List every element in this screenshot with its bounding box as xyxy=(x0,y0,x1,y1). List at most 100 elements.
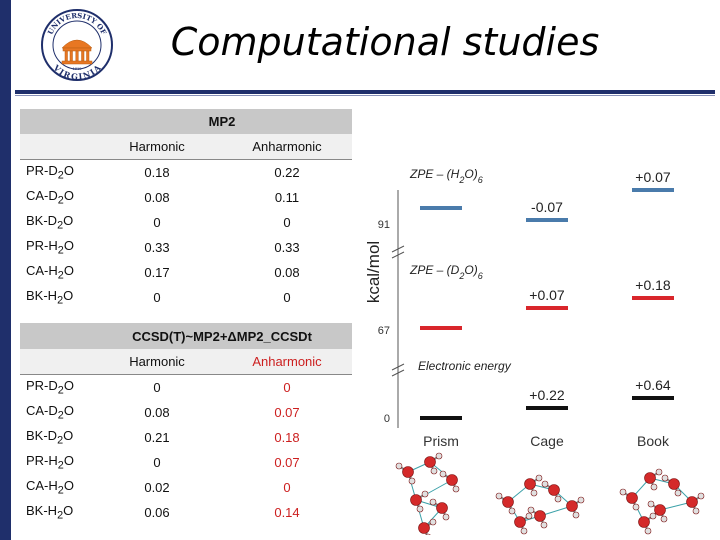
hydrogen-atom xyxy=(554,495,562,503)
oxygen-atom xyxy=(534,510,546,522)
hydrogen-atom xyxy=(655,468,663,476)
harmonic-value: 0.18 xyxy=(144,165,170,180)
oxygen-atom xyxy=(686,496,698,508)
energy-delta-label: +0.64 xyxy=(635,377,671,393)
hydrogen-atom xyxy=(495,492,503,500)
row-label: BK-H2O xyxy=(26,503,74,522)
group-label-part: Electronic energy xyxy=(418,359,512,373)
hydrogen-atom xyxy=(660,515,668,523)
oxygen-atom xyxy=(410,494,422,506)
oxygen-atom xyxy=(418,522,430,534)
anharmonic-value: 0.07 xyxy=(274,455,300,470)
ccsd-method-label: CCSD(T)~MP2+ΔMP2_CCSDt xyxy=(92,323,352,349)
ccsd-header-row: Harmonic Anharmonic xyxy=(20,349,352,375)
oxygen-atom xyxy=(626,492,638,504)
hydrogen-atom xyxy=(541,480,549,488)
table-row: CA-D2O 0.08 0.11 xyxy=(20,185,352,210)
hydrogen-atom xyxy=(697,492,705,500)
hydrogen-atom xyxy=(661,474,669,482)
hydrogen-atom xyxy=(430,467,438,475)
row-label: PR-H2O xyxy=(26,238,74,257)
energy-delta-label: +0.18 xyxy=(635,277,671,293)
group-label: ZPE – (H2O)6 xyxy=(409,167,483,185)
oxygen-atom xyxy=(424,456,436,468)
table-row: BK-D2O 0 0 xyxy=(20,210,352,235)
y-axis xyxy=(391,190,405,428)
harmonic-value: 0 xyxy=(153,380,161,395)
hydrogen-atom xyxy=(632,503,640,511)
oxygen-atom xyxy=(548,484,560,496)
anharmonic-value: 0 xyxy=(283,290,291,305)
harmonic-value: 0.02 xyxy=(144,480,170,495)
table-row: BK-H2O 0 0 xyxy=(20,285,352,310)
oxygen-atom xyxy=(502,496,514,508)
oxygen-atom xyxy=(654,504,666,516)
category-label: Book xyxy=(637,433,670,449)
group-label-part: 2 xyxy=(458,175,464,185)
mp2-method-row: MP2 xyxy=(20,109,352,134)
group-label-part: ZPE – (D xyxy=(409,263,460,277)
row-label: CA-D2O xyxy=(26,403,74,422)
page-title: Computational studies xyxy=(170,20,600,64)
hydrogen-atom xyxy=(527,506,535,514)
category-label: Cage xyxy=(530,433,564,449)
logo-year: 1819 xyxy=(73,66,83,71)
oxygen-atom xyxy=(436,502,448,514)
harmonic-value: 0.21 xyxy=(144,430,170,445)
anharmonic-value: 0.07 xyxy=(274,405,300,420)
table-row: CA-D2O 0.08 0.07 xyxy=(20,400,352,425)
harmonic-value: 0.17 xyxy=(144,265,170,280)
hydrogen-atom xyxy=(530,489,538,497)
title-divider-thin xyxy=(15,95,715,96)
anharmonic-value: 0 xyxy=(283,480,291,495)
column-header-harmonic: Harmonic xyxy=(92,134,222,160)
oxygen-atom xyxy=(638,516,650,528)
hydrogen-atom xyxy=(429,498,437,506)
table-corner xyxy=(20,109,92,134)
energy-delta-label: +0.07 xyxy=(529,287,565,303)
y-tick-91: 91 xyxy=(378,219,390,231)
anharmonic-value: 0.22 xyxy=(274,165,300,180)
hydrogen-atom xyxy=(572,511,580,519)
hydrogen-atom xyxy=(508,507,516,515)
group-label-part: ZPE – (H xyxy=(409,167,460,181)
left-accent-bar xyxy=(0,0,11,540)
hydrogen-atom xyxy=(442,513,450,521)
group-label: Electronic energy xyxy=(418,359,512,373)
harmonic-value: 0 xyxy=(153,455,161,470)
hydrogen-atom xyxy=(395,462,403,470)
row-label: CA-H2O xyxy=(26,478,74,497)
group-label-part: 6 xyxy=(478,175,483,185)
group-label-part: 2 xyxy=(458,271,464,281)
hydrogen-atom xyxy=(525,512,533,520)
anharmonic-value: 0 xyxy=(283,215,291,230)
hydrogen-atom xyxy=(439,470,447,478)
column-header-harmonic: Harmonic xyxy=(92,349,222,375)
hydrogen-atom xyxy=(408,477,416,485)
y-axis-label: kcal/mol xyxy=(364,241,383,303)
anharmonic-value: 0.08 xyxy=(274,265,300,280)
oxygen-atom xyxy=(524,478,536,490)
water-cluster-structures xyxy=(395,452,705,535)
hydrogen-atom xyxy=(452,485,460,493)
mp2-header-row: Harmonic Anharmonic xyxy=(20,134,352,160)
group-label-part: O) xyxy=(464,263,477,277)
hydrogen-atom xyxy=(692,507,700,515)
harmonic-value: 0.33 xyxy=(144,240,170,255)
anharmonic-value: 0.11 xyxy=(274,190,300,205)
oxygen-atom xyxy=(446,474,458,486)
energy-delta-label: +0.22 xyxy=(529,387,565,403)
hydrogen-atom xyxy=(540,521,548,529)
hydrogen-atom xyxy=(425,533,431,535)
row-label: CA-D2O xyxy=(26,188,74,207)
anharmonic-value: 0.14 xyxy=(274,505,300,520)
anharmonic-value: 0 xyxy=(283,380,291,395)
hydrogen-atom xyxy=(644,527,652,535)
hydrogen-atom xyxy=(421,490,429,498)
y-tick-0: 0 xyxy=(384,413,390,425)
row-label: BK-H2O xyxy=(26,288,74,307)
harmonic-value: 0.08 xyxy=(144,190,170,205)
table-corner xyxy=(20,323,92,349)
hydrogen-atom xyxy=(647,500,655,508)
group-label: ZPE – (D2O)6 xyxy=(409,263,483,281)
